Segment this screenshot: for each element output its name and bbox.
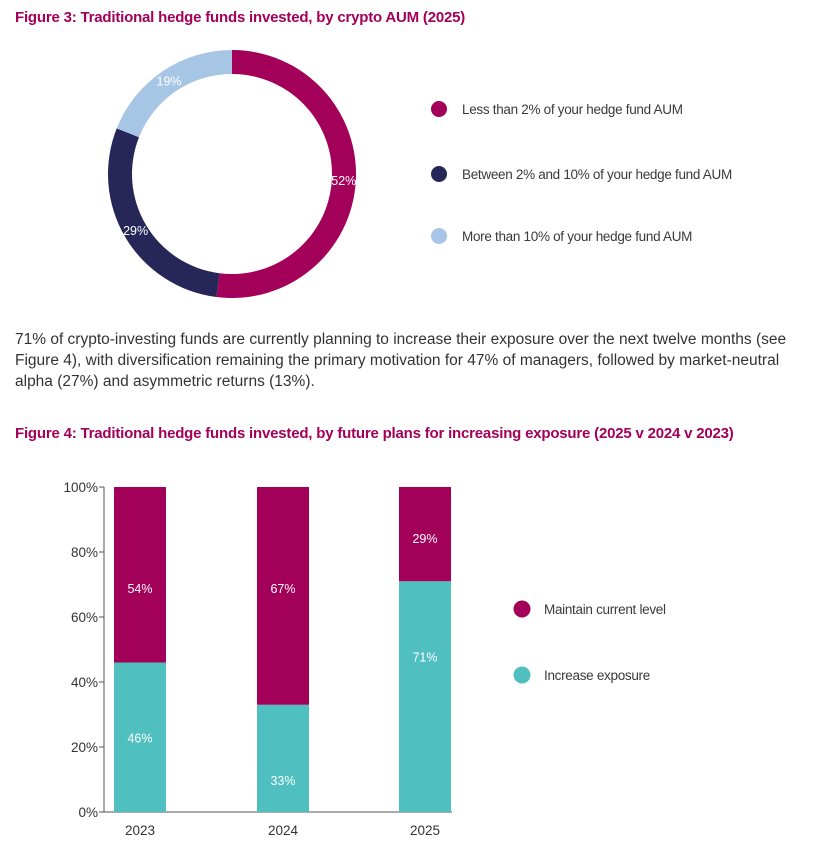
bar-label-2024-1: 67% (270, 582, 295, 596)
bar-label-2024-0: 33% (270, 774, 295, 788)
bar-label-2025-0: 71% (412, 650, 437, 664)
donut-slice-label-0: 52% (331, 174, 356, 188)
x-tick-label-1: 2024 (268, 823, 299, 838)
legend-label-1: Between 2% and 10% of your hedge fund AU… (462, 167, 732, 182)
bar-legend-swatch-1 (513, 666, 531, 684)
legend-label-2: More than 10% of your hedge fund AUM (462, 229, 692, 244)
bar-2023-maintain-current-level (114, 487, 166, 663)
bar-label-2025-1: 29% (412, 532, 437, 546)
y-tick-label-1: 20% (71, 740, 98, 755)
donut-slice-label-2: 19% (157, 74, 182, 88)
bar-legend-label-1: Increase exposure (544, 668, 650, 683)
figure-3-title: Figure 3: Traditional hedge funds invest… (15, 9, 466, 26)
legend-label-0: Less than 2% of your hedge fund AUM (462, 102, 683, 117)
donut-slice-0 (216, 50, 356, 298)
figure-4-title: Figure 4: Traditional hedge funds invest… (15, 425, 734, 442)
y-tick-label-5: 100% (63, 480, 98, 495)
legend-swatch-0 (431, 101, 447, 117)
donut-slice-label-1: 29% (123, 224, 148, 238)
bar-label-2023-0: 46% (127, 732, 152, 746)
bar-2024-increase-exposure (257, 704, 309, 812)
x-tick-label-0: 2023 (125, 823, 155, 838)
legend-swatch-2 (431, 228, 447, 244)
bar-2025-maintain-current-level (399, 487, 451, 582)
bar-2025-increase-exposure (399, 581, 451, 812)
y-tick-label-0: 0% (78, 805, 98, 820)
bar-2024-maintain-current-level (257, 487, 309, 705)
bar-legend-label-0: Maintain current level (544, 602, 666, 617)
bar-label-2023-1: 54% (127, 582, 152, 596)
legend-swatch-1 (431, 166, 447, 182)
bar-2023-increase-exposure (114, 662, 166, 812)
donut-slice-1 (107, 128, 220, 298)
y-tick-label-4: 80% (71, 545, 98, 560)
y-tick-label-2: 40% (71, 675, 98, 690)
bar-legend-swatch-0 (513, 600, 531, 618)
donut-chart: 52% 29% 19% Less than 2% of your hedge fund… (107, 50, 732, 298)
x-tick-label-2: 2025 (410, 823, 440, 838)
donut-slice-2 (116, 50, 232, 138)
body-paragraph: 71% of crypto-investing funds are curren… (15, 331, 787, 390)
y-tick-label-3: 60% (71, 610, 98, 625)
